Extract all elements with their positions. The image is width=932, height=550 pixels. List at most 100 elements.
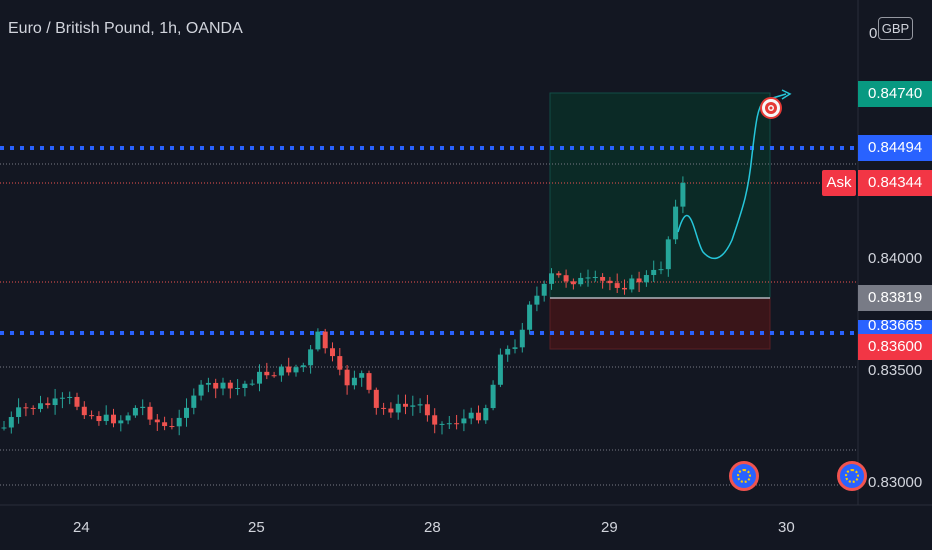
candle-body [249, 383, 255, 385]
candle-body [424, 404, 430, 416]
ask-tag: Ask [822, 170, 856, 196]
candle-body [417, 404, 423, 406]
candle-body [439, 423, 445, 425]
candle-body [38, 403, 43, 409]
candle-body [607, 280, 613, 284]
candle-body [395, 403, 401, 413]
candle-body [541, 283, 547, 296]
candle-body [490, 384, 496, 409]
time-tick: 30 [778, 519, 795, 536]
candle-body [600, 276, 606, 281]
candle-body [519, 329, 525, 348]
target-price-label: 0.84740 [858, 81, 932, 107]
candle-body [483, 408, 489, 421]
candle-body [315, 331, 321, 350]
candle-body [578, 277, 584, 285]
time-tick: 25 [248, 519, 265, 536]
time-tick: 28 [424, 519, 441, 536]
candle-body [476, 412, 481, 421]
candle-body [67, 396, 73, 398]
candle-body [227, 382, 233, 389]
candle-body [147, 406, 153, 420]
candlesticks[interactable] [1, 176, 686, 436]
candle-body [23, 407, 29, 409]
candle-body [16, 407, 22, 418]
candle-body [59, 397, 65, 399]
candle-body [351, 377, 357, 386]
candle-body [359, 373, 365, 378]
candle-body [549, 273, 554, 284]
candle-body [636, 278, 642, 283]
candle-body [534, 295, 540, 305]
entry-price-label: 0.83819 [858, 285, 932, 311]
support-price-label: 0.83665 [858, 320, 932, 334]
candle-body [176, 417, 182, 427]
candle-body [264, 371, 270, 376]
candle-body [665, 239, 671, 270]
candle-body [622, 287, 627, 290]
candle-body [614, 283, 620, 288]
candle-body [527, 304, 533, 330]
candle-body [446, 423, 452, 425]
symbol-title: Euro / British Pound, 1h, OANDA [8, 20, 243, 37]
candle-body [205, 382, 211, 385]
candle-body [461, 418, 467, 424]
candle-body [643, 275, 649, 283]
candle-body [454, 423, 460, 425]
price-tick: 0.84000 [868, 250, 923, 267]
time-tick: 29 [601, 519, 618, 536]
candle-body [235, 388, 241, 390]
candle-body [286, 366, 292, 373]
candle-body [111, 414, 116, 424]
candle-body [213, 382, 219, 389]
candle-body [198, 384, 204, 396]
economic-event-icon[interactable] [837, 461, 867, 491]
candle-body [154, 419, 160, 423]
candle-body [89, 415, 95, 417]
candle-body [52, 398, 58, 406]
candle-body [330, 348, 335, 357]
candle-body [169, 426, 175, 428]
target-icon [760, 97, 782, 119]
candle-body [125, 415, 131, 421]
candle-body [570, 281, 576, 285]
candle-body [257, 371, 262, 384]
candle-body [308, 349, 314, 366]
candle-body [651, 269, 657, 276]
candle-body [629, 278, 635, 290]
candle-body [1, 427, 7, 429]
price-tick: 0.83500 [868, 362, 923, 379]
candle-body [184, 407, 189, 418]
candle-body [278, 366, 284, 376]
price-tick: 0.83000 [868, 474, 923, 491]
candle-body [96, 416, 102, 422]
candle-body [293, 367, 299, 373]
candle-body [497, 354, 503, 385]
candle-body [432, 415, 438, 425]
candle-body [344, 369, 350, 386]
candle-body [191, 395, 197, 408]
candle-body [8, 417, 14, 428]
stop-price-label: 0.83600 [858, 334, 932, 360]
candle-body [322, 331, 328, 349]
candle-body [74, 396, 80, 407]
candle-body [381, 407, 387, 409]
candle-body [373, 389, 379, 408]
economic-event-icon[interactable] [729, 461, 759, 491]
candle-body [680, 182, 686, 207]
candle-body [140, 406, 146, 408]
ask-price-label: 0.84344 [858, 170, 932, 196]
candle-body [103, 414, 109, 422]
projection-path [677, 99, 766, 260]
candle-body [162, 422, 168, 427]
candle-body [512, 347, 518, 349]
candle-body [388, 408, 394, 413]
candle-body [403, 403, 408, 407]
candle-body [556, 273, 562, 276]
profit-zone[interactable] [549, 92, 771, 299]
currency-button[interactable]: GBP [878, 17, 913, 40]
candle-body [592, 276, 598, 278]
loss-zone[interactable] [549, 297, 771, 350]
candle-body [81, 406, 87, 416]
